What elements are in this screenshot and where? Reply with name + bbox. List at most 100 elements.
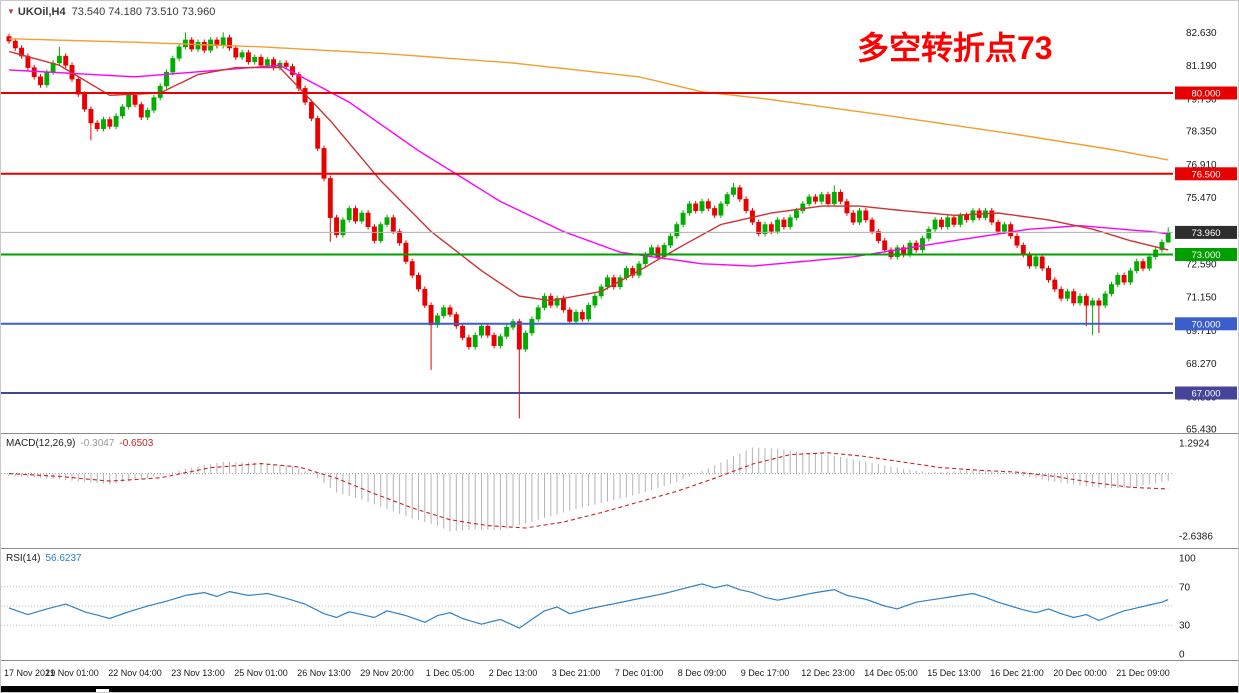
candle-body <box>239 52 245 58</box>
symbol-dropdown-icon[interactable]: ▼ <box>7 7 15 16</box>
candle-body <box>812 196 818 202</box>
candle-body <box>390 217 396 232</box>
candle-body <box>882 240 888 251</box>
macd-panel[interactable]: 1.2924 -2.6386 MACD(12,26,9) -0.3047 -0.650… <box>1 435 1239 549</box>
time-axis-label: 9 Dec 17:00 <box>740 668 790 678</box>
candle-body <box>888 249 894 258</box>
candle-body <box>1052 279 1058 290</box>
candle-body <box>371 226 377 241</box>
candle-body <box>825 194 831 204</box>
candle-body <box>850 212 856 223</box>
candle-body <box>806 196 812 204</box>
candle-body <box>875 231 881 241</box>
time-axis-label: 2 Dec 13:00 <box>488 668 538 678</box>
taskbar-item <box>96 689 109 692</box>
candle-body <box>472 335 478 348</box>
candle-body <box>1020 245 1026 255</box>
candle-body <box>1008 224 1014 237</box>
candle-body <box>441 307 447 316</box>
mid-ma-line <box>8 64 1169 267</box>
candle-body <box>1058 288 1064 299</box>
macd-canvas[interactable]: 1.2924 -2.6386 <box>1 435 1239 549</box>
candle-body <box>107 119 113 127</box>
candle-body <box>542 295 547 308</box>
candle-body <box>611 277 617 288</box>
candle-body <box>359 212 365 222</box>
price-badge-label: 80.000 <box>1191 89 1220 100</box>
candle-body <box>19 47 25 57</box>
price-badge <box>1175 248 1237 261</box>
price-axis-label: 71.150 <box>1186 293 1217 304</box>
candle-body <box>453 314 459 327</box>
candle-body <box>768 224 774 232</box>
candle-body <box>94 122 100 130</box>
candle-body <box>327 178 333 218</box>
candle-body <box>1077 295 1083 304</box>
candle-body <box>113 115 119 127</box>
candle-body <box>44 71 50 86</box>
price-axis-label: 68.270 <box>1186 359 1217 370</box>
rsi-panel[interactable]: 100 70 30 0 RSI(14) 56.6237 <box>1 550 1239 661</box>
price-badge-label: 76.500 <box>1191 169 1220 180</box>
candles-layer <box>6 32 1171 419</box>
candle-body <box>75 78 81 95</box>
candle-body <box>227 37 232 49</box>
candle-body <box>838 191 844 202</box>
candle-body <box>1102 293 1108 306</box>
candle-body <box>693 203 699 211</box>
candle-body <box>63 55 69 66</box>
candle-body <box>1127 270 1133 283</box>
candle-body <box>579 311 585 320</box>
candle-body <box>1153 249 1159 258</box>
candle-body <box>712 208 718 216</box>
candle-body <box>1001 224 1007 232</box>
candle-body <box>466 337 472 348</box>
candle-body <box>176 46 182 59</box>
time-axis-label: 19 Nov 01:00 <box>45 668 99 678</box>
chart-title: ▼ UKOil,H4 73.540 74.180 73.510 73.960 <box>7 6 215 18</box>
price-axis-label: 78.350 <box>1186 127 1217 138</box>
candle-body <box>957 215 963 225</box>
candle-body <box>491 335 497 346</box>
candle-body <box>705 201 711 209</box>
candle-body <box>1064 291 1070 299</box>
candle-body <box>38 76 43 86</box>
candle-body <box>938 219 944 228</box>
time-axis-label: 22 Nov 04:00 <box>108 668 162 678</box>
candle-body <box>126 95 132 108</box>
price-badge-label: 67.000 <box>1191 389 1220 400</box>
macd-label: MACD(12,26,9) -0.3047 -0.6503 <box>6 438 153 449</box>
candle-body <box>1146 256 1152 269</box>
candle-body <box>529 318 535 334</box>
candle-body <box>12 40 18 49</box>
time-axis-label: 23 Nov 13:00 <box>171 668 225 678</box>
price-badge <box>1175 167 1237 181</box>
candle-body <box>497 336 503 346</box>
slow-ma-line <box>8 38 1169 161</box>
price-chart-canvas[interactable]: 82.63081.19079.75078.35076.91075.47074.0… <box>1 1 1239 434</box>
time-axis[interactable]: 17 Nov 2021 19 Nov 01:00 22 Nov 04:00 23 No… <box>1 662 1238 686</box>
candle-body <box>397 231 403 244</box>
price-badge-label: 73.000 <box>1191 250 1220 261</box>
candle-body <box>56 55 62 64</box>
rsi-axis-label: 30 <box>1179 621 1191 632</box>
candle-body <box>567 309 573 322</box>
candle-body <box>1027 254 1033 267</box>
rsi-label: RSI(14) 56.6237 <box>6 553 82 564</box>
candle-body <box>686 203 692 214</box>
rsi-value: 56.6237 <box>45 553 82 564</box>
time-axis-label: 20 Dec 00:00 <box>1053 668 1107 678</box>
candle-body <box>151 97 157 111</box>
price-chart-panel[interactable]: 82.63081.19079.75078.35076.91075.47074.0… <box>1 1 1239 434</box>
candle-body <box>951 217 957 225</box>
time-axis-label: 14 Dec 05:00 <box>864 668 918 678</box>
candle-body <box>560 298 566 311</box>
fast-ma-line <box>8 50 1169 302</box>
rsi-canvas[interactable]: 100 70 30 0 <box>1 550 1239 661</box>
time-axis-label: 21 Dec 09:00 <box>1116 668 1170 678</box>
macd-signal-value: -0.6503 <box>119 438 154 449</box>
price-badge-label: 73.960 <box>1191 228 1220 239</box>
candle-body <box>1071 291 1077 304</box>
time-axis-label: 15 Dec 13:00 <box>927 668 981 678</box>
candle-body <box>447 307 453 315</box>
